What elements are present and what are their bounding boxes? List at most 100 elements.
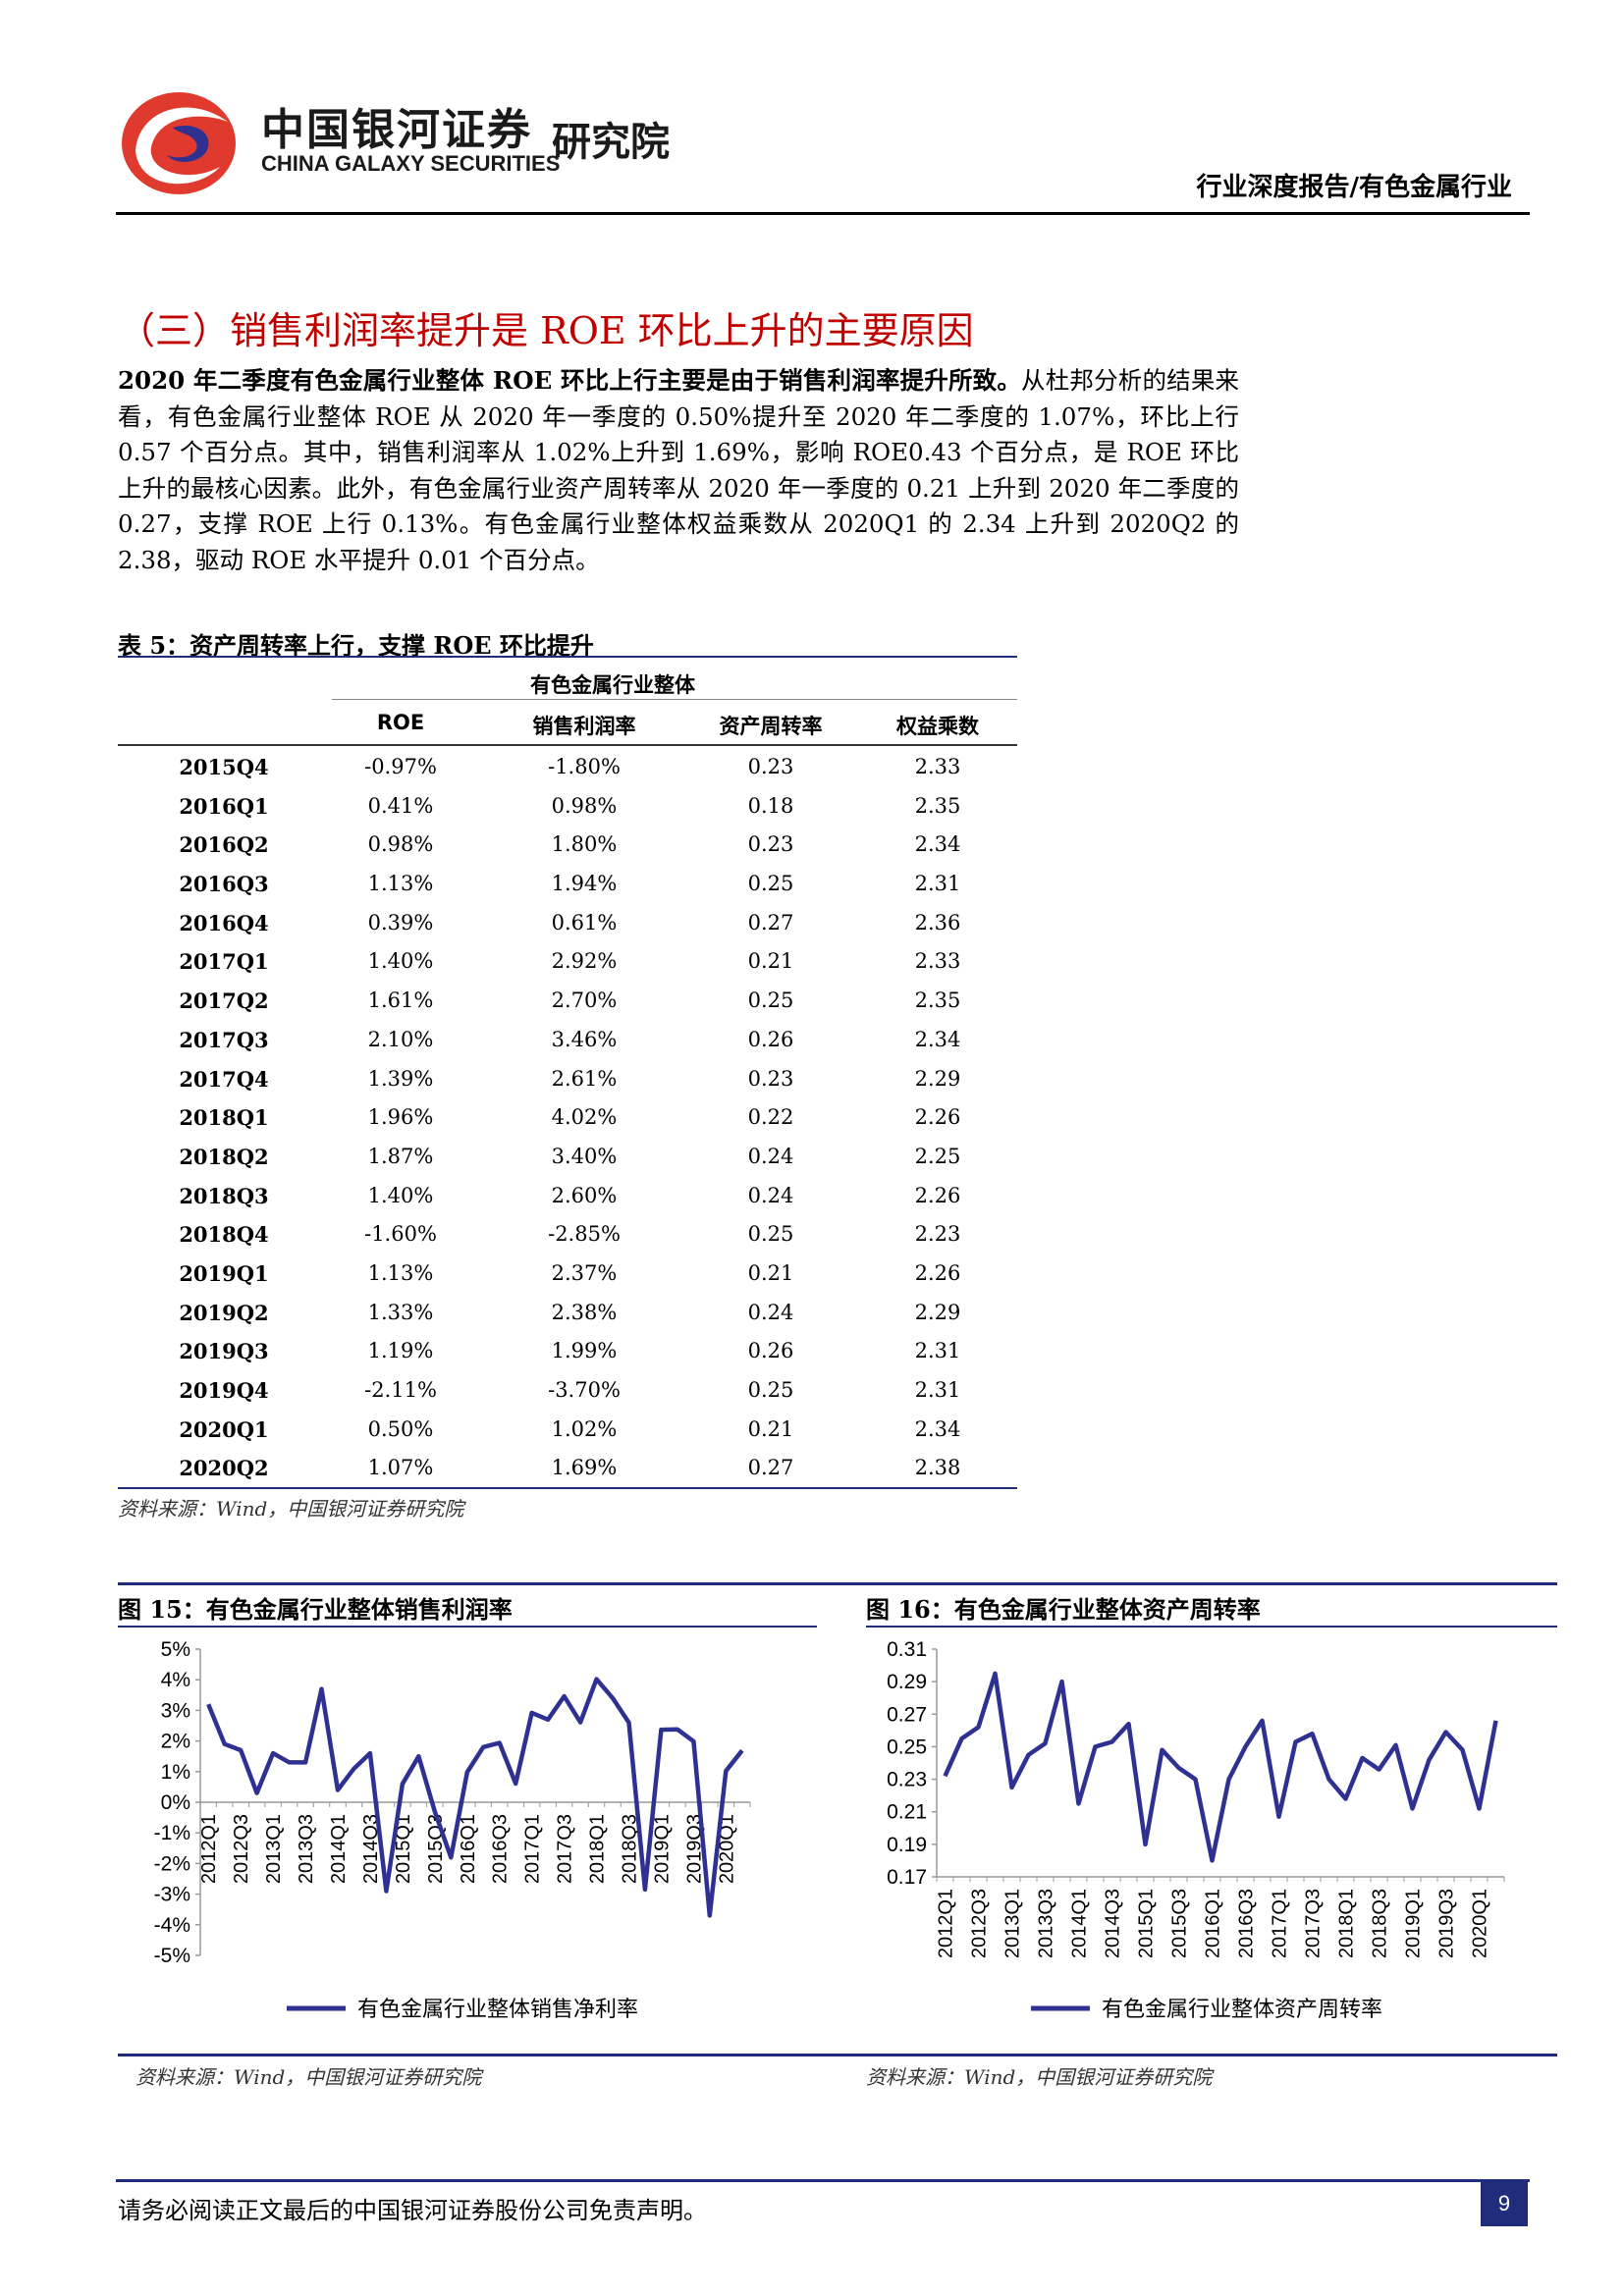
y-tick-label: -1%: [154, 1822, 190, 1844]
x-tick-label: 2017Q3: [1303, 1889, 1325, 1958]
x-tick-label: 2012Q1: [198, 1814, 220, 1884]
y-tick-label: 5%: [161, 1638, 190, 1661]
table-cell: 3.40%: [551, 1144, 618, 1168]
table-cell: 1.94%: [551, 872, 618, 896]
table-cell: 2.10%: [367, 1027, 434, 1051]
table-cell: 0.25: [747, 1222, 794, 1247]
table-cell: 2.26: [914, 1183, 961, 1207]
table-cell: 0.25: [747, 1378, 794, 1402]
table-cell: 0.26: [747, 1027, 794, 1051]
y-tick-label: 0.25: [887, 1735, 927, 1758]
table-row: 2019Q3 1.19% 1.99% 0.26 2.31: [118, 1330, 1017, 1369]
table-group-rule: [332, 699, 1017, 700]
table-cell: 1.02%: [551, 1416, 618, 1441]
series-line: [206, 1677, 744, 1918]
row-quarter: 2017Q1: [179, 949, 269, 975]
table-cell: 2.38: [914, 1456, 961, 1480]
table-cell: 2.23: [914, 1222, 961, 1247]
y-tick-label: -4%: [154, 1914, 190, 1937]
table-row: 2018Q4 -1.60% -2.85% 0.25 2.23: [118, 1213, 1017, 1253]
x-tick-label: 2018Q3: [1370, 1889, 1391, 1958]
series-line: [943, 1671, 1498, 1863]
chart-profit-margin: 5% 4% 3% 2% 1% 0% -1% -2% -3% -4% -5% 2012Q1 2012Q3 2…: [154, 1638, 751, 2021]
y-tick-label: -3%: [154, 1884, 190, 1906]
table-cell: 1.40%: [367, 1183, 434, 1207]
footer-disclaimer: 请务必阅读正文最后的中国银河证券股份公司免责声明。: [118, 2197, 707, 2224]
table-cell: 2.33: [914, 949, 961, 974]
x-tick-label: 2012Q3: [231, 1814, 252, 1884]
table-group-header: 有色金属行业整体: [530, 673, 695, 697]
table-cell: 2.26: [914, 1260, 961, 1285]
y-tick-label: 4%: [161, 1669, 190, 1691]
row-quarter: 2016Q4: [179, 910, 269, 935]
x-tick-label: 2014Q1: [328, 1814, 350, 1884]
x-tick-label: 2019Q1: [1403, 1889, 1425, 1958]
table-caption: 表 5：资产周转率上行，支撑 ROE 环比提升: [118, 631, 594, 660]
table-cell: 1.96%: [367, 1105, 434, 1130]
x-tick-label: 2017Q1: [522, 1814, 544, 1884]
x-tick-label: 2012Q1: [936, 1889, 957, 1958]
chart-left-source: 资料来源：Wind，中国银河证券研究院: [135, 2065, 482, 2089]
x-tick-label: 2013Q3: [1036, 1889, 1057, 1958]
y-tick-label: 3%: [161, 1699, 190, 1722]
logo-chinese-name: 中国银河证券: [261, 105, 532, 155]
table-bottom-rule: [118, 1487, 1017, 1489]
table-cell: 0.22: [747, 1105, 794, 1130]
table-cell: 0.39%: [367, 910, 434, 934]
legend-label: 有色金属行业整体资产周转率: [1102, 1997, 1382, 2021]
chart-left-title: 图 15：有色金属行业整体销售利润率: [118, 1595, 513, 1624]
table-cell: 0.98%: [367, 832, 434, 857]
x-tick-label: 2015Q1: [393, 1814, 414, 1884]
table-cell: 2.37%: [551, 1260, 618, 1285]
row-quarter: 2020Q2: [179, 1456, 269, 1481]
table-cell: 1.13%: [367, 1260, 434, 1285]
page-number: 9: [1481, 2181, 1528, 2226]
table-cell: 2.26: [914, 1105, 961, 1130]
report-type: 行业深度报告/有色金属行业: [1196, 173, 1513, 202]
table-cell: 2.92%: [551, 949, 618, 974]
table-row: 2018Q2 1.87% 3.40% 0.24 2.25: [118, 1136, 1017, 1175]
table-cell: 0.24: [747, 1300, 794, 1324]
table-cell: 2.35: [914, 988, 961, 1013]
table-cell: 0.27: [747, 1456, 794, 1480]
table-row: 2017Q2 1.61% 2.70% 0.25 2.35: [118, 980, 1017, 1019]
table-cell: 2.61%: [551, 1066, 618, 1091]
row-quarter: 2015Q4: [179, 755, 269, 779]
table-cell: -2.85%: [548, 1222, 621, 1247]
y-tick-label: -5%: [154, 1945, 190, 1967]
chart-right-title: 图 16：有色金属行业整体资产周转率: [866, 1595, 1261, 1624]
table-cell: -3.70%: [548, 1378, 621, 1402]
table-cell: 0.21: [747, 949, 794, 974]
column-header-roe: ROE: [376, 711, 425, 734]
row-quarter: 2018Q2: [179, 1144, 269, 1169]
x-tick-label: 2018Q1: [587, 1814, 609, 1884]
table-cell: 2.33: [914, 755, 961, 778]
table-cell: 0.23: [747, 832, 794, 857]
y-tick-label: 0.21: [887, 1801, 927, 1824]
y-tick-label: 0.17: [887, 1866, 927, 1889]
y-tick-label: 0.29: [887, 1671, 927, 1693]
table-source: 资料来源：Wind，中国银河证券研究院: [118, 1497, 464, 1521]
column-header-equity-multiplier: 权益乘数: [896, 715, 979, 738]
y-tick-label: 2%: [161, 1731, 190, 1753]
table-cell: -2.11%: [364, 1378, 437, 1402]
table-cell: 1.07%: [367, 1456, 434, 1480]
row-quarter: 2016Q2: [179, 832, 269, 858]
table-row: 2018Q1 1.96% 4.02% 0.22 2.26: [118, 1096, 1017, 1136]
table-cell: 2.31: [914, 872, 961, 896]
table-cell: 1.33%: [367, 1300, 434, 1324]
column-header-asset-turnover: 资产周转率: [719, 715, 823, 738]
table-cell: 4.02%: [551, 1105, 618, 1130]
x-tick-label: 2014Q3: [360, 1814, 382, 1884]
x-tick-label: 2013Q3: [296, 1814, 317, 1884]
table-cell: 0.26: [747, 1339, 794, 1363]
y-tick-label: 0%: [161, 1791, 190, 1814]
table-row: 2018Q3 1.40% 2.60% 0.24 2.26: [118, 1175, 1017, 1214]
table-row: 2017Q4 1.39% 2.61% 0.23 2.29: [118, 1058, 1017, 1097]
row-quarter: 2019Q3: [179, 1339, 269, 1364]
table-cell: 0.21: [747, 1416, 794, 1441]
table-top-rule: [118, 656, 1017, 658]
table-cell: 2.35: [914, 793, 961, 818]
table-cell: 2.25: [914, 1144, 961, 1168]
y-tick-label: 0.27: [887, 1703, 927, 1726]
